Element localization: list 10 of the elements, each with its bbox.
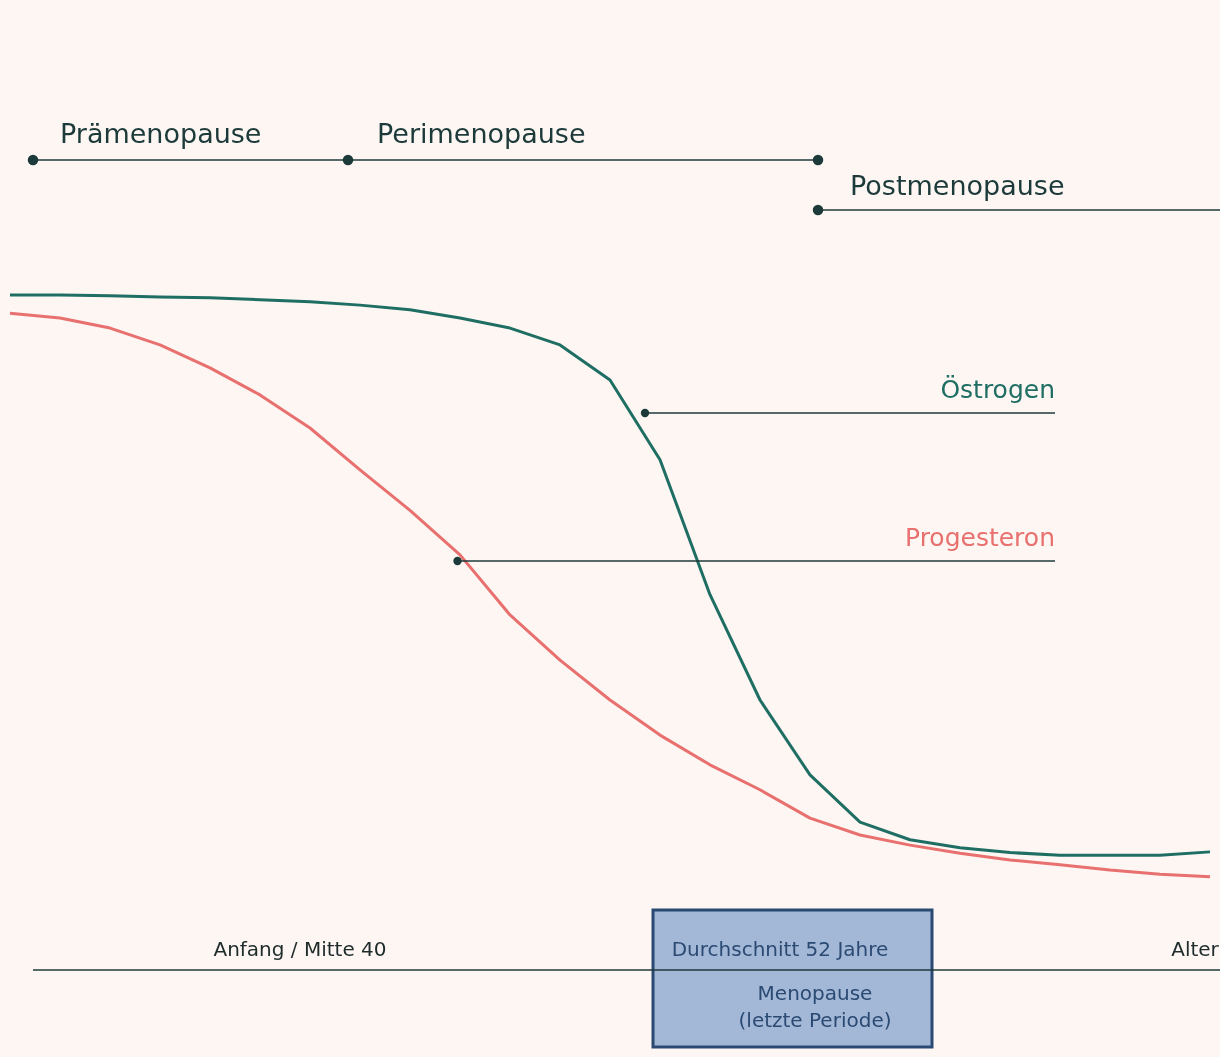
text: Perimenopause — [377, 118, 586, 149]
text: (letzte Periode) — [738, 1008, 892, 1032]
annotation: Durchschnitt 52 Jahre — [671, 937, 889, 961]
text: Prämenopause — [60, 118, 262, 149]
text: Östrogen — [940, 375, 1055, 404]
text: Postmenopause — [850, 170, 1065, 201]
annotation: Alter — [1171, 937, 1220, 961]
annotation: Anfang / Mitte 40 — [213, 937, 387, 961]
text: Progesteron — [905, 523, 1055, 552]
text: Menopause — [757, 981, 873, 1005]
